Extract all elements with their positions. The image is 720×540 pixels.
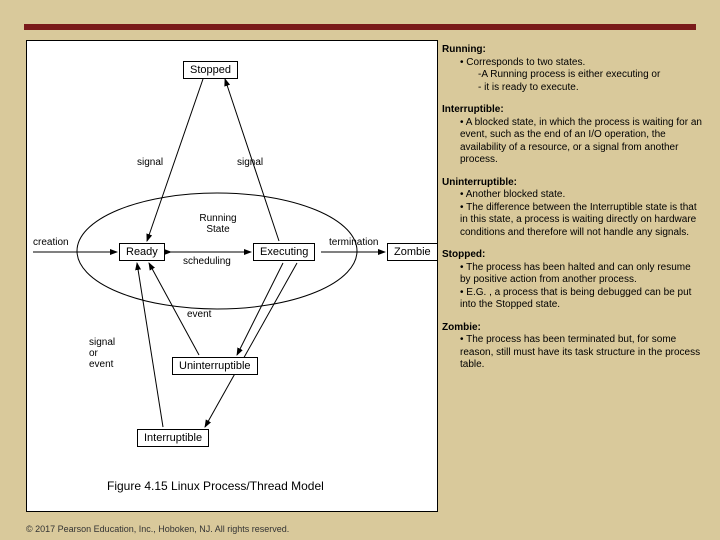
running-l2: - it is ready to execute.	[478, 82, 704, 95]
definitions-text: Running: • Corresponds to two states. -A…	[442, 44, 704, 372]
label-creation: creation	[33, 237, 69, 248]
label-scheduling: scheduling	[183, 256, 231, 267]
label-signal-left: signal	[137, 157, 163, 168]
label-signal-right: signal	[237, 157, 263, 168]
stopped-b2: • E.G. , a process that is being debugge…	[460, 287, 704, 312]
state-stopped: Stopped	[183, 61, 238, 79]
uninterruptible-b1: • Another blocked state.	[460, 189, 704, 202]
running-l1: -A Running process is either executing o…	[478, 69, 704, 82]
running-b1: • Corresponds to two states.	[460, 57, 704, 70]
figure-caption: Figure 4.15 Linux Process/Thread Model	[107, 479, 324, 493]
state-uninterruptible: Uninterruptible	[172, 357, 258, 375]
diagram-svg	[27, 41, 437, 511]
state-executing: Executing	[253, 243, 315, 261]
stopped-b1: • The process has been halted and can on…	[460, 262, 704, 287]
diagram-panel: Stopped Ready Executing Zombie Uninterru…	[26, 40, 438, 512]
edge-exec-unint	[237, 263, 283, 355]
zombie-b1: • The process has been terminated but, f…	[460, 334, 704, 372]
interruptible-b1: • A blocked state, in which the process …	[460, 117, 704, 167]
copyright-text: © 2017 Pearson Education, Inc., Hoboken,…	[26, 524, 289, 534]
label-sig-or-event: signalorevent	[89, 337, 115, 370]
edge-int-ready	[137, 263, 163, 427]
edge-exec-int	[205, 263, 297, 427]
label-event: event	[187, 309, 211, 320]
uninterruptible-b2: • The difference between the Interruptib…	[460, 202, 704, 240]
running-state-label: RunningState	[193, 213, 243, 235]
uninterruptible-title: Uninterruptible:	[442, 177, 704, 190]
label-termination: termination	[329, 237, 378, 248]
stopped-title: Stopped:	[442, 249, 704, 262]
running-title: Running:	[442, 44, 704, 57]
state-zombie: Zombie	[387, 243, 438, 261]
zombie-title: Zombie:	[442, 322, 704, 335]
header-rule	[24, 24, 696, 30]
state-interruptible: Interruptible	[137, 429, 209, 447]
state-ready: Ready	[119, 243, 165, 261]
interruptible-title: Interruptible:	[442, 104, 704, 117]
